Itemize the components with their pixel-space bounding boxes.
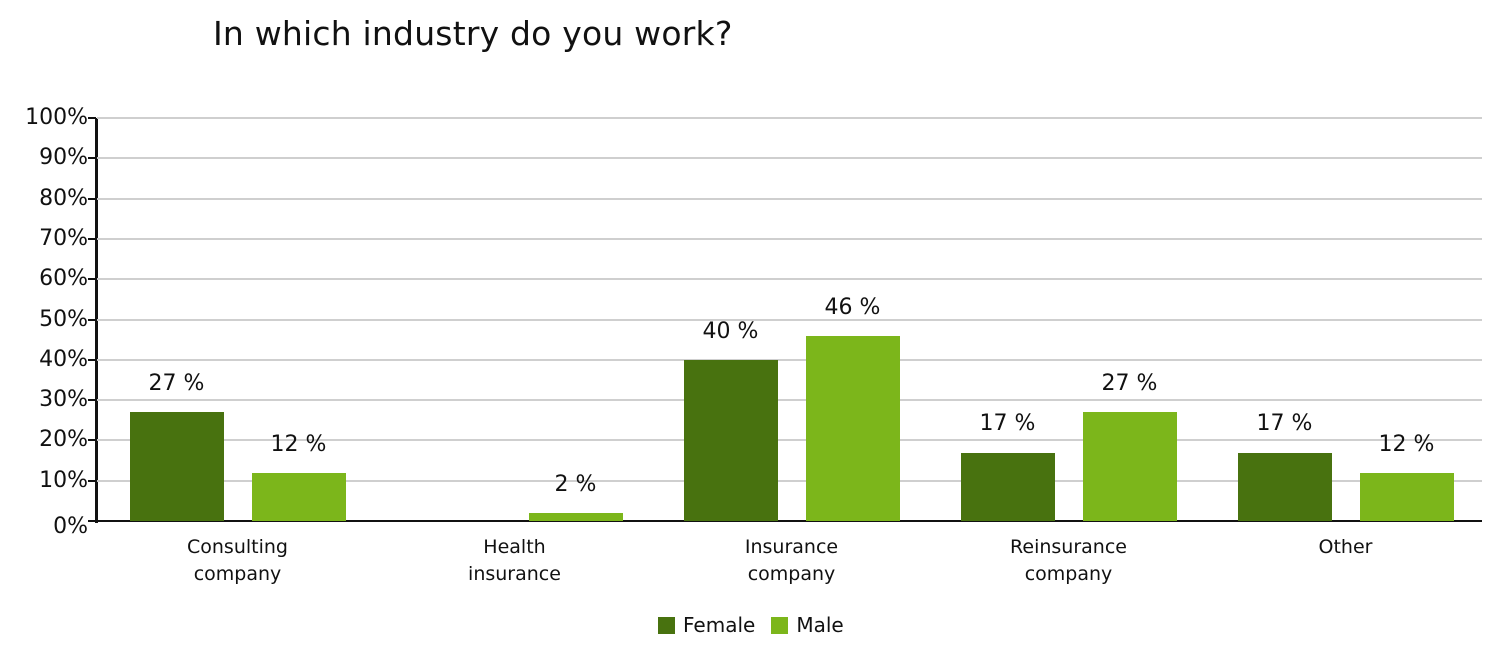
legend-swatch-female xyxy=(658,616,675,634)
x-category-label: Consulting company xyxy=(187,536,288,585)
y-tick xyxy=(88,117,96,119)
x-axis xyxy=(95,520,1482,522)
data-label: 17 % xyxy=(1256,411,1313,437)
data-label: 40 % xyxy=(702,318,759,344)
y-tick xyxy=(88,278,96,281)
gridline xyxy=(97,318,1482,321)
bar-female xyxy=(683,359,778,521)
y-tick-label: 70% xyxy=(39,225,88,251)
bar-male xyxy=(1082,412,1177,521)
data-label: 17 % xyxy=(979,411,1036,437)
legend: Female Male xyxy=(658,613,860,637)
gridline xyxy=(97,197,1482,200)
data-label: 12 % xyxy=(1378,431,1435,457)
legend-item-male: Male xyxy=(771,613,844,637)
data-label: 27 % xyxy=(1101,371,1158,397)
data-label: 27 % xyxy=(148,371,205,397)
y-tick-label: 20% xyxy=(39,427,88,453)
y-tick-label: 10% xyxy=(39,467,88,493)
y-tick xyxy=(88,157,96,160)
y-tick xyxy=(88,520,96,522)
legend-label-female: Female xyxy=(683,613,756,637)
gridline xyxy=(97,278,1482,281)
bar-female xyxy=(1237,452,1332,521)
x-category-label: Health insurance xyxy=(468,536,561,585)
y-tick-label: 0% xyxy=(53,514,88,539)
x-category-label: Insurance company xyxy=(744,536,839,585)
bar-female xyxy=(960,452,1055,521)
y-tick xyxy=(88,479,96,482)
bar-female xyxy=(129,412,224,521)
data-label: 2 % xyxy=(554,471,597,497)
y-axis xyxy=(95,118,98,523)
y-tick xyxy=(88,358,96,361)
bar-male xyxy=(251,472,346,521)
y-tick xyxy=(88,399,96,402)
gridline xyxy=(97,439,1482,442)
gridline xyxy=(97,237,1482,240)
y-tick-label: 50% xyxy=(39,306,88,332)
y-tick xyxy=(88,318,96,321)
y-tick-label: 100% xyxy=(25,105,88,130)
y-tick-label: 80% xyxy=(39,185,88,211)
gridline xyxy=(97,358,1482,361)
legend-label-male: Male xyxy=(796,613,844,637)
gridline xyxy=(97,399,1482,402)
bar-male xyxy=(1359,472,1454,521)
y-tick-label: 60% xyxy=(39,266,88,292)
legend-item-female: Female xyxy=(658,613,755,637)
chart-title: In which industry do you work? xyxy=(213,14,733,53)
legend-swatch-male xyxy=(771,616,789,634)
bar-male xyxy=(528,512,623,521)
gridline xyxy=(97,117,1482,119)
plot-area: 0% 10% 20% 30% 40% 50% 60% 70% 80% 90% 100% 27 % 12 … xyxy=(25,106,1482,539)
x-category-label: Reinsurance company xyxy=(1010,536,1127,585)
data-label: 12 % xyxy=(270,431,327,457)
y-tick xyxy=(88,237,96,240)
y-tick-label: 90% xyxy=(39,145,88,171)
y-tick-label: 40% xyxy=(39,346,88,372)
y-tick xyxy=(88,197,96,200)
gridline xyxy=(97,479,1482,482)
y-tick-label: 30% xyxy=(39,387,88,413)
bar-male xyxy=(805,335,900,521)
y-tick xyxy=(88,439,96,442)
gridline xyxy=(97,157,1482,160)
data-label: 46 % xyxy=(824,294,881,320)
x-category-label: Other xyxy=(1318,536,1373,558)
